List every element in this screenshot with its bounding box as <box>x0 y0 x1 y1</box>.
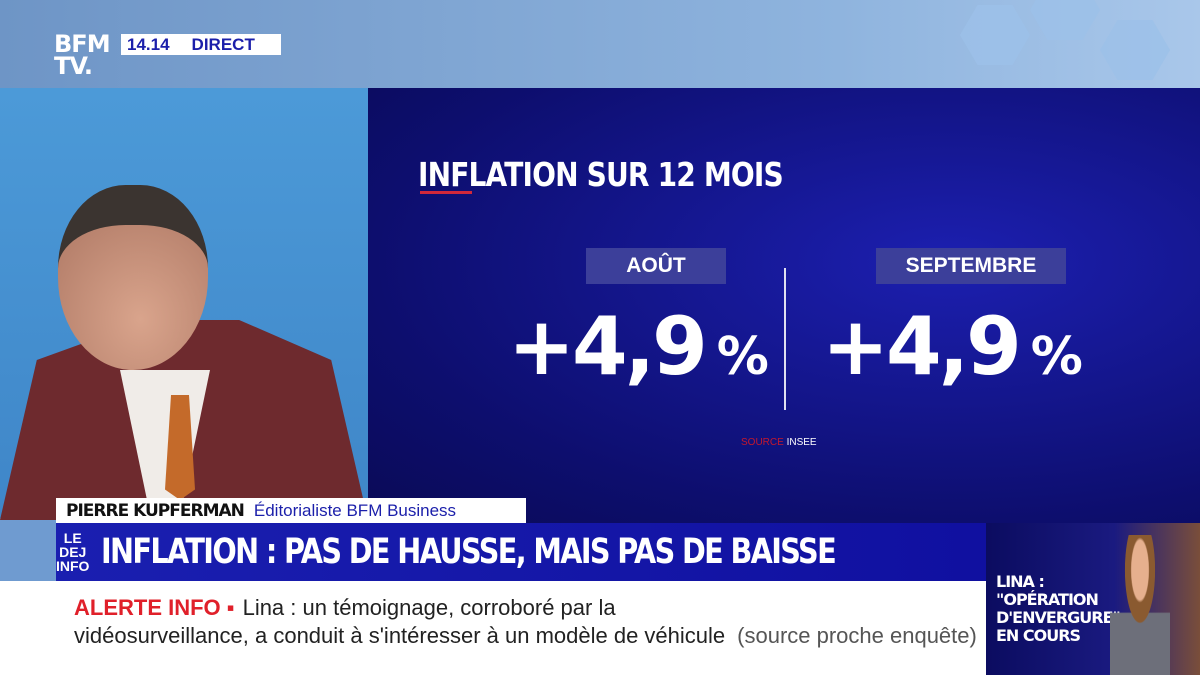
hexagon-decoration <box>1030 0 1100 40</box>
source-note: SOURCE INSEE <box>741 437 817 448</box>
value-aout: +4,9% <box>508 300 769 393</box>
presenter-head <box>58 185 208 370</box>
ticker-source: (source proche enquête) <box>737 623 977 648</box>
guest-role: Éditorialiste BFM Business <box>253 500 457 520</box>
live-label: DIRECT <box>191 34 255 54</box>
value-septembre: +4,9% <box>822 300 1083 393</box>
name-strap: PIERRE KUPFERMAN Éditorialiste BFM Busin… <box>56 498 526 523</box>
channel-logo: BFM TV. <box>54 30 111 80</box>
headline-bar: LE DEJ INFO INFLATION : PAS DE HAUSSE, M… <box>56 523 986 581</box>
news-ticker <box>0 581 986 675</box>
headline: INFLATION : PAS DE HAUSSE, MAIS PAS DE B… <box>101 532 837 572</box>
column-divider <box>784 268 786 410</box>
ticker-text: Lina : un témoignage, corroboré par la <box>242 595 616 620</box>
guest-name: PIERRE KUPFERMAN <box>66 500 245 521</box>
ticker-text: vidéosurveillance, a conduit à s'intéres… <box>74 623 726 648</box>
title-underline <box>420 191 472 194</box>
value-number: +4,9 <box>508 300 708 393</box>
label-septembre: SEPTEMBRE <box>876 248 1066 284</box>
value-unit: % <box>716 327 769 387</box>
label-aout: AOÛT <box>586 248 726 284</box>
value-number: +4,9 <box>822 300 1022 393</box>
inset-photo <box>1110 535 1170 675</box>
source-value: INSEE <box>786 437 817 448</box>
source-label: SOURCE <box>741 437 784 448</box>
graphic-title: INFLATION SUR 12 MOIS <box>418 155 784 194</box>
inset-text: LINA : "OPÉRATION D'ENVERGURE" EN COURS <box>996 572 1121 645</box>
live-clock: 14.14 DIRECT <box>121 34 281 55</box>
time: 14.14 <box>127 34 170 54</box>
value-unit: % <box>1030 327 1083 387</box>
show-logo: LE DEJ INFO <box>56 530 90 574</box>
ticker-line-2: vidéosurveillance, a conduit à s'intéres… <box>74 623 977 649</box>
hexagon-decoration <box>1100 20 1170 80</box>
hexagon-decoration <box>960 5 1030 65</box>
alert-label: ALERTE INFO ▪ <box>74 595 235 620</box>
presenter-tie <box>165 395 195 500</box>
ticker-line-1: ALERTE INFO ▪ Lina : un témoignage, corro… <box>74 595 616 621</box>
